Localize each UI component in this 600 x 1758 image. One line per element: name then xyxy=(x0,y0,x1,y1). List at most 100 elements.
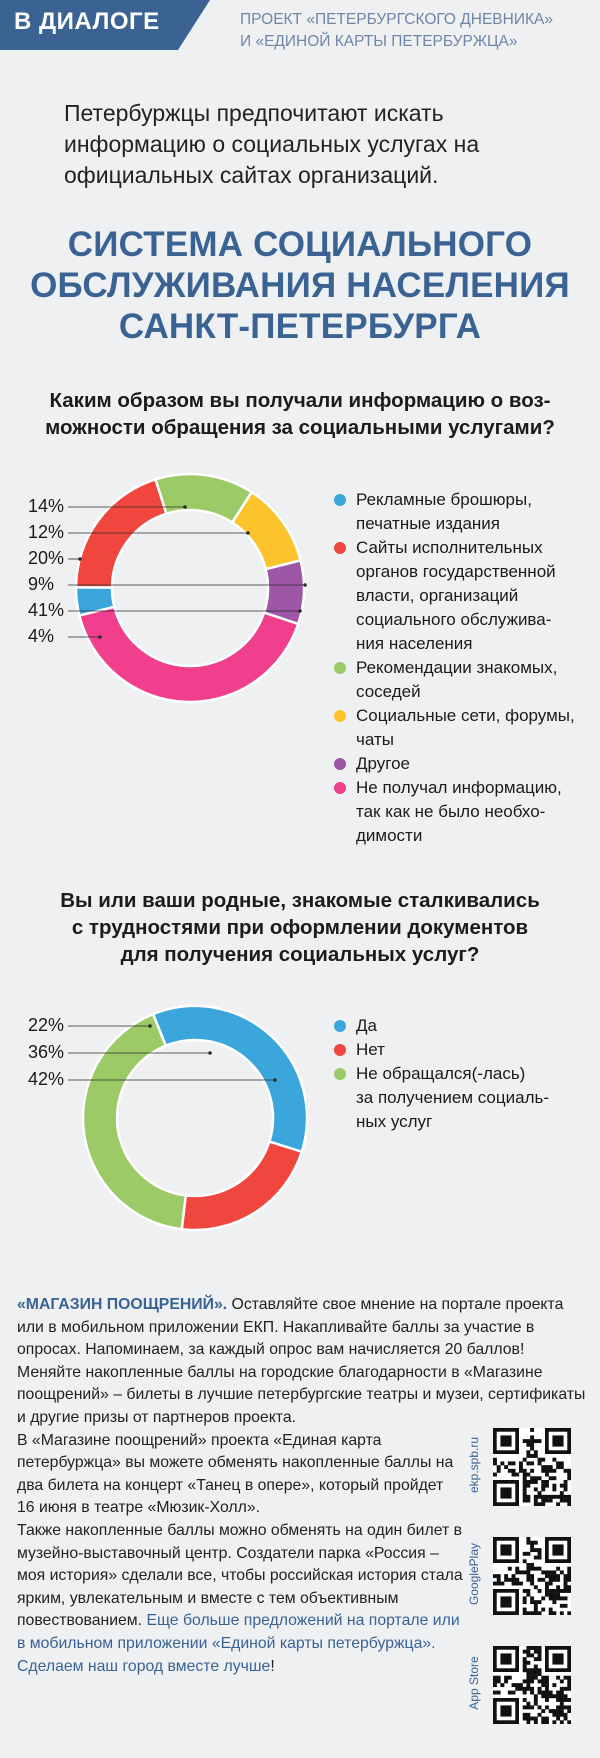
project-caption: ПРОЕКТ «ПЕТЕРБУРГСКОГО ДНЕВНИКА» И «ЕДИН… xyxy=(240,9,595,53)
qr-label-website: ekp.spb.ru xyxy=(467,1436,481,1494)
chart1-percent-label-2: 20% xyxy=(28,548,64,568)
section-badge-label: В ДИАЛОГЕ xyxy=(14,8,160,35)
chart1-legend-text-1-1: органов государственной xyxy=(356,562,556,581)
chart2-legend-text-2-2: ных услуг xyxy=(356,1112,433,1131)
promo-slogan: Сделаем наш город вместе лучше xyxy=(17,1657,271,1675)
chart1-legend-text-2-0: Рекомендации знакомых, xyxy=(356,658,558,677)
chart1-question-line: можности обращения за социальными услуга… xyxy=(45,416,555,439)
project-caption-line: ПРОЕКТ «ПЕТЕРБУРГСКОГО ДНЕВНИКА» xyxy=(240,11,553,28)
chart2-slice-1 xyxy=(180,1140,304,1232)
qr-code-website[interactable] xyxy=(493,1428,572,1507)
promo-link[interactable]: Еще больше предложений на портале или в … xyxy=(17,1612,460,1652)
chart1-legend-text-1-4: ния населения xyxy=(356,634,473,653)
chart1-legend-text-1-0: Сайты исполнительных xyxy=(356,538,543,557)
badge-shape xyxy=(0,0,210,50)
promo-text: «МАГАЗИН ПООЩРЕНИЙ». Оставляйте свое мне… xyxy=(17,1294,587,1678)
chart2-legend-text-0-0: Да xyxy=(356,1016,377,1035)
main-title-line: СИСТЕМА СОЦИАЛЬНОГО xyxy=(67,225,533,264)
chart1-percent-label-1: 12% xyxy=(28,522,64,542)
chart2-legend: Да Нет Не обращался(-лась) за получением со… xyxy=(334,1014,596,1134)
chart1-legend-text-5-0: Не получал информацию, xyxy=(356,778,562,797)
promo-paragraph-4: Сделаем наш город вместе лучше! xyxy=(17,1656,465,1679)
chart2-percent-label-0: 22% xyxy=(28,1015,64,1035)
promo-text-3: Также накопленные баллы можно обменять н… xyxy=(17,1521,463,1630)
qr-label-googleplay: GooglePlay xyxy=(467,1542,481,1606)
qr-label-appstore: App Store xyxy=(467,1656,481,1710)
chart1-legend-text-0-1: печатные издания xyxy=(356,514,500,533)
chart1-percent-label-3: 9% xyxy=(28,574,54,594)
promo-paragraph-3: Также накопленные баллы можно обменять н… xyxy=(17,1520,465,1656)
chart2-slice-2 xyxy=(81,1012,188,1231)
chart1-legend-text-5-2: димости xyxy=(356,826,423,845)
chart1-legend-swatch-2 xyxy=(334,662,346,674)
promo-slogan-end: ! xyxy=(270,1657,275,1675)
chart1-leader-dot-2 xyxy=(78,557,82,561)
chart1-leader-dot-5 xyxy=(98,635,102,639)
promo-paragraph-2: В «Магазине поощрений» проекта «Единая к… xyxy=(17,1431,454,1517)
chart1-legend-item-1: Сайты исполнительных органов государствен… xyxy=(334,536,596,656)
main-title-line: ОБСЛУЖИВАНИЯ НАСЕЛЕНИЯ xyxy=(30,266,570,305)
project-caption-line: И «ЕДИНОЙ КАРТЫ ПЕТЕРБУРЖЦА» xyxy=(240,33,518,50)
chart2-legend-item-1: Нет xyxy=(334,1038,596,1062)
qr-code-appstore[interactable] xyxy=(493,1646,572,1725)
chart1-legend-item-4: Другое xyxy=(334,752,596,776)
chart1-leader-dot-4 xyxy=(298,609,302,613)
chart2-legend-text-2-0: Не обращался(-лась) xyxy=(356,1064,526,1083)
chart1-legend-text-0-0: Рекламные брошюры, xyxy=(356,490,532,509)
chart1-legend-text-2-1: соседей xyxy=(356,682,421,701)
chart1-legend-swatch-5 xyxy=(334,782,346,794)
chart1-legend-item-5: Не получал информацию, так как не было не… xyxy=(334,776,596,848)
chart1-percent-label-4: 41% xyxy=(28,600,64,620)
chart1-legend-swatch-3 xyxy=(334,710,346,722)
chart1-legend-item-0: Рекламные брошюры, печатные издания xyxy=(334,488,596,536)
chart2-legend-text-2-1: за получением социаль- xyxy=(356,1088,550,1107)
chart2-leader-dot-2 xyxy=(273,1078,277,1082)
chart1-legend-text-3-0: Социальные сети, форумы, xyxy=(356,706,575,725)
chart2-legend-swatch-0 xyxy=(334,1020,346,1032)
chart2-donut: 22% 36% 42% xyxy=(28,1004,309,1232)
chart1-legend: Рекламные брошюры, печатные издания Сайты … xyxy=(334,488,596,848)
chart1-legend-swatch-0 xyxy=(334,494,346,506)
main-title-line: САНКТ-ПЕТЕРБУРГА xyxy=(118,307,482,346)
promo-paragraph-1: «МАГАЗИН ПООЩРЕНИЙ». Оставляйте свое мне… xyxy=(17,1294,587,1430)
chart2-legend-text-1-0: Нет xyxy=(356,1040,385,1059)
main-title: СИСТЕМА СОЦИАЛЬНОГО ОБСЛУЖИВАНИЯ НАСЕЛЕН… xyxy=(20,224,580,347)
chart2-leader-dot-1 xyxy=(208,1051,212,1055)
chart2-legend-swatch-1 xyxy=(334,1044,346,1056)
chart2-question-line: для получения социальных услуг? xyxy=(120,943,480,966)
chart1-question-line: Каким образом вы получали информацию о в… xyxy=(49,389,551,412)
qr-pattern xyxy=(493,1428,572,1507)
chart1-percent-label-0: 14% xyxy=(28,496,64,516)
chart2-leader-dot-0 xyxy=(148,1024,152,1028)
chart1-leader-dot-3 xyxy=(303,583,307,587)
chart1-slice-5 xyxy=(77,605,300,704)
chart2-legend-item-2: Не обращался(-лась) за получением социаль… xyxy=(334,1062,596,1134)
chart1-donut: 14% 12% 20% 9% 41% 4% xyxy=(28,472,307,704)
chart1-legend-text-3-1: чаты xyxy=(356,730,394,749)
chart2-question: Вы или ваши родные, знакомые сталкивалис… xyxy=(20,887,580,968)
qr-pattern xyxy=(493,1537,572,1616)
section-badge: В ДИАЛОГЕ xyxy=(0,0,210,50)
qr-code-googleplay[interactable] xyxy=(493,1537,572,1616)
chart1-legend-text-4-0: Другое xyxy=(356,754,411,773)
chart2-question-line: Вы или ваши родные, знакомые сталкивалис… xyxy=(60,889,540,912)
promo-heading: «МАГАЗИН ПООЩРЕНИЙ». xyxy=(17,1296,228,1313)
chart1-legend-item-2: Рекомендации знакомых, соседей xyxy=(334,656,596,704)
chart1-legend-swatch-1 xyxy=(334,542,346,554)
qr-pattern xyxy=(493,1646,572,1725)
chart2-slice-0 xyxy=(151,1004,309,1154)
chart2-question-line: с трудностями при оформлении документов xyxy=(71,916,529,939)
chart1-percent-label-5: 4% xyxy=(28,626,54,646)
chart1-legend-text-1-2: власти, организаций xyxy=(356,586,519,605)
chart1-legend-swatch-4 xyxy=(334,758,346,770)
chart2-percent-label-1: 36% xyxy=(28,1042,64,1062)
lead-text: Петербуржцы предпочитают искать информац… xyxy=(64,100,480,188)
chart2-percent-label-2: 42% xyxy=(28,1069,64,1089)
chart1-legend-item-3: Социальные сети, форумы, чаты xyxy=(334,704,596,752)
chart1-leader-dot-1 xyxy=(246,531,250,535)
chart1-legend-text-5-1: так как не было необхо- xyxy=(356,802,546,821)
chart1-leader-dot-0 xyxy=(183,505,187,509)
chart2-legend-swatch-2 xyxy=(334,1068,346,1080)
chart1-legend-text-1-3: социального обслужива- xyxy=(356,610,552,629)
chart2-legend-item-0: Да xyxy=(334,1014,596,1038)
